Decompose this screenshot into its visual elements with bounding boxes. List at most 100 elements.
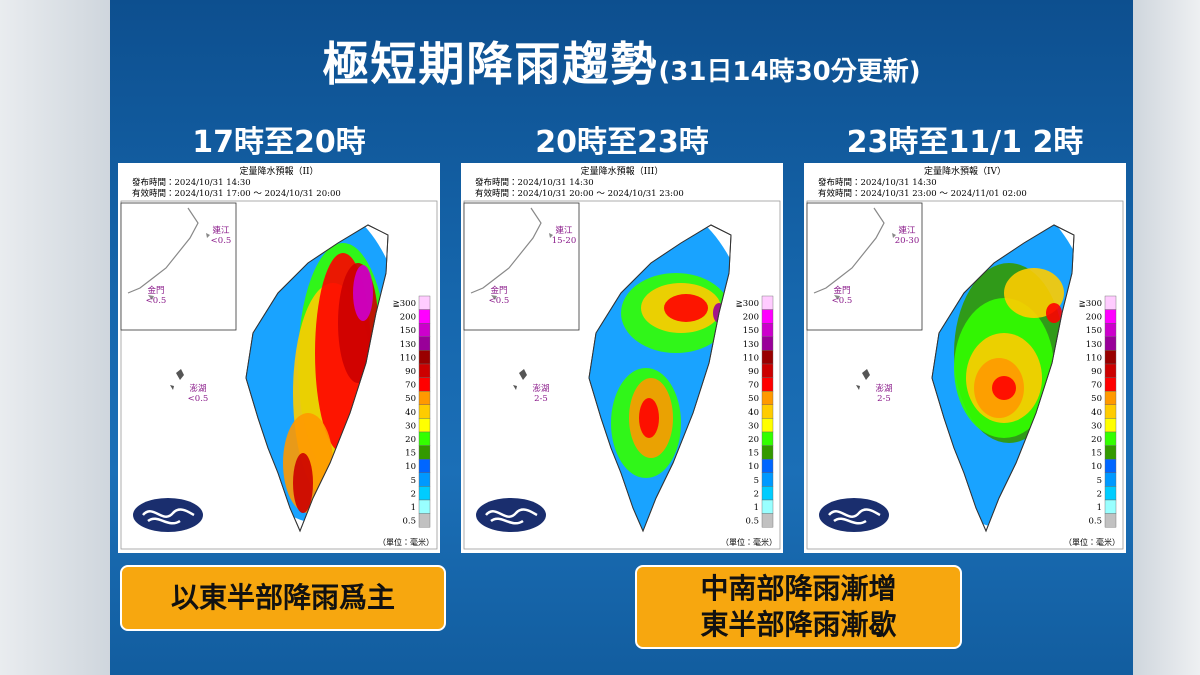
legend-label: 30 <box>405 421 416 431</box>
island-value: <0.5 <box>832 296 853 306</box>
legend-swatch <box>1104 445 1117 460</box>
legend-swatch <box>418 499 431 514</box>
rain-blob <box>1046 303 1062 323</box>
legend-label: 10 <box>748 462 759 472</box>
island-name: 金門 <box>147 285 164 296</box>
inset-coast <box>813 207 885 294</box>
legend-label: ≧300 <box>1079 299 1102 309</box>
legend-label: 20 <box>748 435 759 445</box>
map-panel: 定量降水預報（II） 發布時間：2024/10/31 14:30 有效時間：2024… <box>118 163 440 553</box>
map-title: 定量降水預報（II） <box>239 165 318 177</box>
map-frame <box>120 200 438 550</box>
map-frame <box>806 200 1124 550</box>
legend-label: 2 <box>411 489 416 499</box>
legend-label: 1 <box>1097 503 1102 513</box>
legend-label: 1 <box>411 503 416 513</box>
legend-swatch <box>418 472 431 487</box>
map-title: 定量降水預報（IV） <box>924 165 1006 177</box>
legend-swatch <box>761 295 774 310</box>
legend-swatch <box>761 404 774 419</box>
legend-label: 90 <box>1091 367 1102 377</box>
legend-swatch <box>1104 499 1117 514</box>
note-line: 以東半部降雨爲主 <box>170 581 395 614</box>
note-line: 東半部降雨漸歇 <box>700 608 897 641</box>
island-name: 連江 <box>555 225 573 236</box>
legend-swatch <box>418 350 431 365</box>
legend-label: 110 <box>1086 353 1102 363</box>
legend-label: 200 <box>1086 313 1102 323</box>
inset-coast <box>127 207 199 294</box>
legend-label: 40 <box>1091 408 1102 418</box>
legend-swatch <box>761 390 774 405</box>
legend-swatch <box>761 363 774 378</box>
rain-blob <box>639 398 659 438</box>
legend-label: 40 <box>405 408 416 418</box>
legend-swatch <box>761 499 774 514</box>
legend-label: 130 <box>1086 340 1102 350</box>
legend-swatch <box>761 350 774 365</box>
legend-label: 150 <box>400 326 416 336</box>
coastline <box>588 224 732 533</box>
legend-label: 50 <box>1091 394 1102 404</box>
legend-label: 0.5 <box>402 517 416 527</box>
legend-swatch <box>418 513 431 528</box>
penghu <box>513 369 527 390</box>
legend-label: 1 <box>754 503 759 513</box>
panel-heading: 20時至23時 <box>535 125 709 160</box>
subtitle: (31日14時30分更新) <box>658 57 921 87</box>
legend-swatch <box>418 431 431 446</box>
island-name: 金門 <box>490 285 507 296</box>
inset-frame <box>806 202 923 331</box>
logo <box>133 498 203 532</box>
legend-label: 2 <box>1097 489 1102 499</box>
rain-blob <box>353 265 373 321</box>
legend-swatch <box>1104 295 1117 310</box>
legend-label: 130 <box>400 340 416 350</box>
legend-swatch <box>1104 513 1117 528</box>
legend-swatch <box>761 445 774 460</box>
legend-label: 0.5 <box>745 517 759 527</box>
coastline <box>931 224 1075 533</box>
logo-swirl <box>828 508 881 525</box>
legend-swatch <box>418 445 431 460</box>
legend-swatch <box>1104 390 1117 405</box>
legend-swatch <box>761 336 774 351</box>
legend-swatch <box>1104 459 1117 474</box>
valid-time: 有效時間：2024/10/31 20:00 ～ 2024/10/31 23:00 <box>475 188 684 199</box>
penghu <box>170 369 184 390</box>
map-title: 定量降水預報（III） <box>581 165 664 177</box>
coastline <box>245 224 389 533</box>
legend-label: 5 <box>754 476 759 486</box>
legend-label: 2 <box>754 489 759 499</box>
legend-label: ≧300 <box>736 299 759 309</box>
legend-label: 110 <box>400 353 416 363</box>
legend-label: 150 <box>1086 326 1102 336</box>
legend-swatch <box>1104 363 1117 378</box>
note-line: 中南部降雨漸增 <box>700 572 897 605</box>
inset-coast <box>470 207 542 294</box>
legend-swatch <box>418 336 431 351</box>
legend-label: 15 <box>748 449 759 459</box>
map-panel: 定量降水預報（III） 發布時間：2024/10/31 14:30 有效時間：202… <box>461 163 783 553</box>
legend-swatch <box>418 486 431 501</box>
island-name: 澎湖 <box>875 383 892 394</box>
legend-swatch <box>761 486 774 501</box>
legend-swatch <box>418 377 431 392</box>
rain-blob <box>664 294 708 322</box>
island-value: <0.5 <box>188 394 209 404</box>
legend-swatch <box>418 390 431 405</box>
legend-label: 10 <box>405 462 416 472</box>
legend-label: 10 <box>1091 462 1102 472</box>
legend-swatch <box>418 404 431 419</box>
legend-swatch <box>418 295 431 310</box>
panel-heading: 23時至11/1 2時 <box>846 125 1084 160</box>
inset-frame <box>463 202 580 331</box>
legend-label: 90 <box>405 367 416 377</box>
valid-time: 有效時間：2024/10/31 23:00 ～ 2024/11/01 02:00 <box>818 188 1027 199</box>
legend-swatch <box>1104 336 1117 351</box>
rainfall-map: 定量降水預報（IV）發布時間：2024/10/31 14:30有效時間：2024… <box>806 165 1124 550</box>
rainfall-map: 定量降水預報（III）發布時間：2024/10/31 14:30有效時間：202… <box>463 165 781 550</box>
logo <box>819 498 889 532</box>
legend-label: 50 <box>405 394 416 404</box>
legend-swatch <box>761 418 774 433</box>
